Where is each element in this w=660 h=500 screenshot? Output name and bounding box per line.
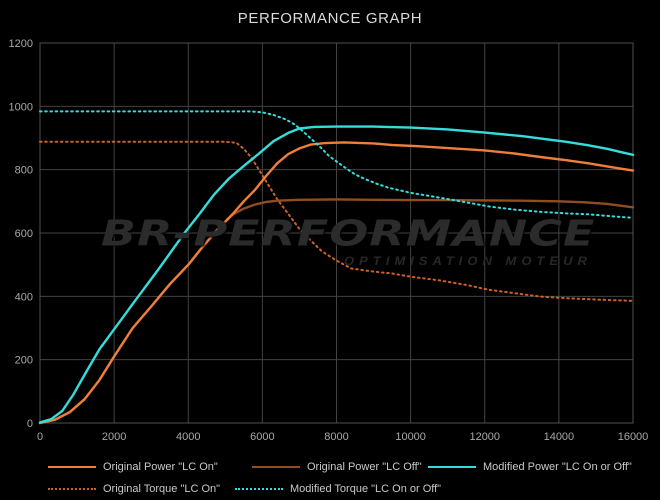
series-line-0 [38, 141, 635, 425]
legend-line-swatch-icon [48, 488, 96, 490]
y-tick-label: 800 [15, 165, 33, 177]
plot-frame [39, 42, 634, 424]
legend-item-modified-torque: Modified Torque "LC On or Off" [235, 483, 441, 495]
y-tick-label: 200 [15, 355, 33, 367]
x-tick-label: 16000 [618, 431, 649, 443]
legend-line-swatch-icon [48, 466, 96, 468]
x-tick-label: 10000 [395, 431, 426, 443]
legend-label: Original Power "LC Off" [307, 461, 422, 473]
x-tick-label: 8000 [324, 431, 348, 443]
legend-item-original-power-lc-off: Original Power "LC Off" [252, 461, 422, 473]
y-tick-label: 0 [27, 418, 33, 430]
x-tick-label: 2000 [102, 431, 126, 443]
y-tick-label: 1000 [9, 101, 33, 113]
x-tick-label: 6000 [250, 431, 274, 443]
legend-label: Modified Torque "LC On or Off" [290, 483, 442, 495]
x-tick-label: 14000 [544, 431, 575, 443]
y-tick-label: 600 [15, 228, 33, 240]
y-tick-label: 1200 [9, 38, 33, 50]
series-line-4 [39, 110, 634, 219]
legend-label: Original Power "LC On" [103, 461, 218, 473]
legend-item-original-power-lc-on: Original Power "LC On" [48, 461, 218, 473]
x-tick-label: 12000 [469, 431, 500, 443]
series-line-2 [38, 125, 635, 424]
x-tick-label: 4000 [176, 431, 200, 443]
legend-item-original-torque-lc-on: Original Torque "LC On" [48, 483, 220, 495]
legend-item-modified-power: Modified Power "LC On or Off" [428, 461, 632, 473]
performance-chart-plot: 0 2000 4000 6000 8000 10000 12000 14000 16000 0 20… [9, 38, 649, 443]
legend-label: Original Torque "LC On" [103, 483, 221, 495]
legend-label: Modified Power "LC On or Off" [483, 461, 632, 473]
legend-line-swatch-icon [252, 466, 300, 468]
y-tick-label: 400 [15, 291, 33, 303]
series-line-3 [39, 140, 634, 302]
legend-line-swatch-icon [235, 488, 283, 490]
legend-line-swatch-icon [428, 466, 476, 468]
x-tick-label: 0 [37, 431, 43, 443]
chart-title: PERFORMANCE GRAPH [237, 10, 423, 27]
